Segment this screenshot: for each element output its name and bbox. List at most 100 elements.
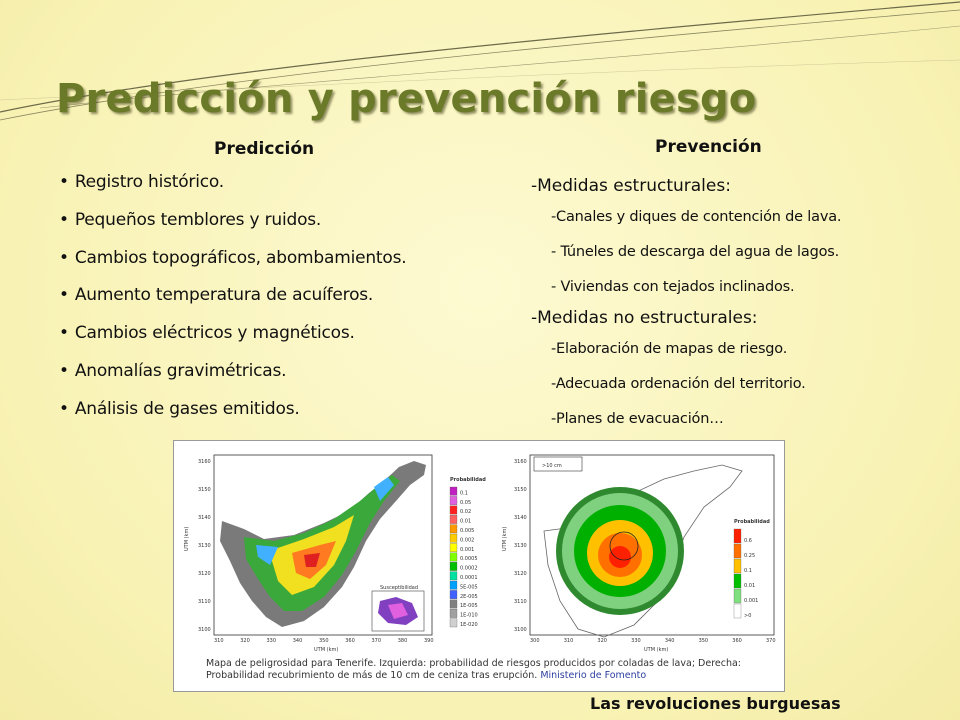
right-legend-label: 0.25	[744, 553, 755, 559]
left-ylabel: UTM (km)	[184, 527, 190, 551]
slide-title: Predicción y prevención riesgo	[56, 76, 757, 122]
prevencion-heading: Prevención	[655, 137, 762, 157]
right-legend-swatch	[733, 603, 742, 619]
list-item: -Adecuada ordenación del territorio.	[551, 376, 806, 392]
right-y-tick: 3160	[514, 459, 527, 465]
list-item: Cambios topográficos, abombamientos.	[59, 247, 407, 285]
list-item: Pequeños temblores y ruidos.	[59, 209, 406, 247]
medidas-estructurales-label: -Medidas estructurales:	[531, 176, 731, 196]
left-x-tick: 370	[372, 638, 382, 644]
left-legend-swatch	[449, 618, 458, 628]
left-legend-title: Probabilidad	[450, 477, 486, 483]
right-y-ticks: 3160 3150 3140 3130 3120 3110 3100	[514, 459, 527, 633]
list-item: Anomalías gravimétricas.	[59, 360, 406, 398]
list-item: - Viviendas con tejados inclinados.	[551, 279, 795, 295]
right-legend-swatch	[733, 558, 742, 574]
list-item: -Planes de evacuación…	[551, 411, 724, 427]
prediccion-heading: Predicción	[214, 139, 315, 159]
left-legend-label: 0.0001	[460, 575, 478, 581]
right-x-tick: 340	[665, 638, 675, 644]
left-legend-label: 0.0002	[460, 566, 478, 572]
left-x-tick: 320	[240, 638, 250, 644]
list-item: Análisis de gases emitidos.	[59, 398, 406, 436]
right-legend-swatch	[733, 588, 742, 604]
left-legend-swatch	[449, 533, 458, 543]
left-legend-label: 2E-005	[460, 594, 478, 600]
right-box-label: >10 cm	[542, 463, 562, 469]
right-legend-swatch	[733, 528, 742, 544]
right-x-tick: 350	[699, 638, 709, 644]
left-legend-label: 5E-005	[460, 584, 478, 590]
inset-label: Susceptibilidad	[380, 585, 418, 591]
left-y-tick: 3100	[198, 627, 211, 633]
caption-source: Ministerio de Fomento	[540, 670, 647, 681]
decorative-swoosh	[0, 1, 960, 121]
left-x-tick: 360	[345, 638, 355, 644]
left-legend-swatch	[449, 515, 458, 524]
left-x-tick: 340	[293, 638, 303, 644]
right-y-tick: 3130	[514, 543, 527, 549]
left-legend-label: 0.02	[460, 509, 471, 515]
left-y-ticks: 3160 3150 3140 3130 3120 3110 3100	[198, 459, 211, 633]
left-x-tick: 330	[267, 638, 277, 644]
right-y-tick: 3120	[514, 571, 527, 577]
right-x-tick: 320	[597, 638, 607, 644]
left-legend-swatch	[449, 496, 458, 505]
left-legend-swatch	[449, 562, 458, 571]
left-legend-label: 0.002	[460, 537, 474, 543]
left-legend-label: 0.1	[460, 490, 468, 496]
left-legend-swatch	[449, 543, 458, 552]
left-legend-label: 1E-010	[460, 613, 478, 619]
list-item: - Túneles de descarga del agua de lagos.	[551, 244, 840, 260]
left-x-tick: 310	[214, 638, 224, 644]
zone-06	[609, 546, 631, 568]
left-legend-label: 0.001	[460, 547, 474, 553]
caption-line-1: Mapa de peligrosidad para Tenerife. Izqu…	[206, 658, 742, 669]
left-legend-swatch	[449, 580, 458, 590]
right-x-tick: 330	[631, 638, 641, 644]
left-legend-swatch	[449, 571, 458, 581]
left-y-tick: 3150	[198, 487, 211, 493]
right-legend-label: >0	[744, 613, 751, 619]
right-x-tick: 370	[766, 638, 776, 644]
hazard-maps: UTM (km) UTM (km) 3160315031403130312031…	[184, 454, 776, 653]
right-y-tick: 3110	[514, 599, 527, 605]
hazard-map-figure: UTM (km) UTM (km) 3160 3150 3140 3130 3120 31…	[173, 440, 785, 692]
left-y-tick: 3110	[198, 599, 211, 605]
prevencion-list: -Medidas estructurales: -Canales y dique…	[531, 175, 841, 444]
right-xlabel: UTM (km)	[644, 647, 668, 653]
right-y-tick: 3140	[514, 515, 527, 521]
right-legend-title: Probabilidad	[734, 519, 770, 525]
ash-fall-map: UTM (km) UTM (km) 3160315031403130312031…	[502, 454, 776, 653]
right-ylabel: UTM (km)	[502, 527, 508, 551]
left-legend-label: 1E-020	[460, 622, 478, 628]
left-y-tick: 3130	[198, 543, 211, 549]
left-y-tick: 3140	[198, 515, 211, 521]
left-legend-swatch	[449, 609, 458, 618]
left-legend-label: 0.01	[460, 519, 471, 525]
right-x-tick: 300	[530, 638, 540, 644]
list-item: Aumento temperatura de acuíferos.	[59, 284, 406, 322]
left-legend-swatch	[449, 486, 458, 496]
right-legend-label: 0.001	[744, 598, 758, 604]
left-y-tick: 3120	[198, 571, 211, 577]
left-legend-swatch	[449, 505, 458, 515]
left-xlabel: UTM (km)	[314, 647, 338, 653]
left-x-tick: 380	[398, 638, 408, 644]
left-legend-label: 1E-005	[460, 603, 478, 609]
right-legend-label: 0.6	[744, 538, 752, 544]
left-legend-swatch	[449, 599, 458, 609]
lava-flow-map: UTM (km) UTM (km) 3160315031403130312031…	[184, 454, 486, 653]
left-y-tick: 3160	[198, 459, 211, 465]
right-y-tick: 3150	[514, 487, 527, 493]
medidas-no-estructurales-label: -Medidas no estructurales:	[531, 308, 758, 328]
right-legend: 0.6 0.25 0.1 0.01 0.001 >0	[733, 528, 758, 619]
right-x-ticks: 300 310 320 330 340 350 360 370	[530, 638, 776, 644]
right-legend-swatch	[733, 573, 742, 589]
left-legend-label: 0.0005	[460, 556, 478, 562]
right-y-tick: 3100	[514, 627, 527, 633]
left-legend-label: 0.05	[460, 500, 471, 506]
slide-footer: Las revoluciones burguesas	[590, 694, 841, 713]
right-x-tick: 310	[564, 638, 574, 644]
left-x-tick: 390	[424, 638, 434, 644]
